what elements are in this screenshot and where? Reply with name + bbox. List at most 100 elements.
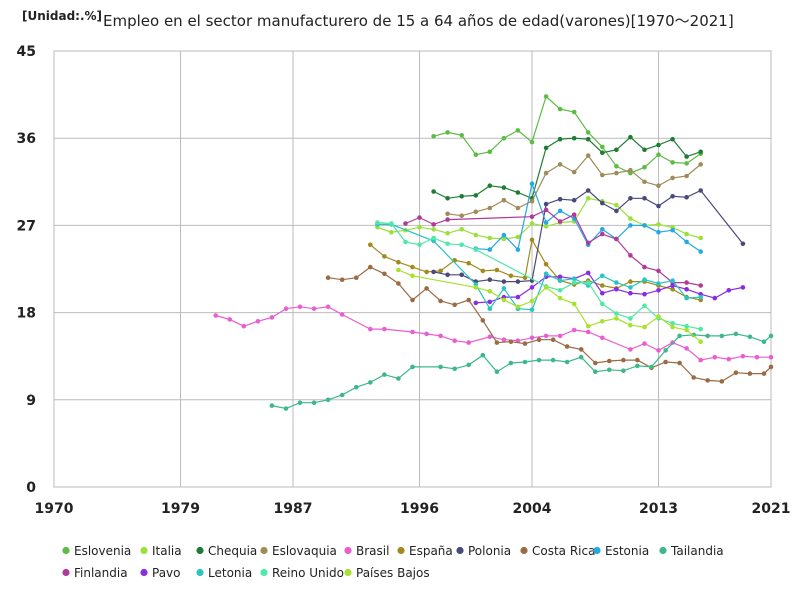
data-point [656,222,661,227]
data-point [269,403,275,408]
data-point [445,241,450,247]
data-point [501,197,507,203]
data-point [557,208,563,214]
legend-item: Eslovaquia [260,544,337,558]
data-point [494,267,500,273]
data-point [578,354,584,360]
legend-label: Eslovenia [74,544,131,558]
legend-item: Costa Rica [520,544,595,558]
data-point [642,324,647,330]
data-point [698,294,703,300]
data-point [396,376,401,381]
legend-marker [397,546,405,555]
legend-label: Estonia [605,544,649,558]
data-point [663,359,668,365]
data-point [691,332,696,338]
legend-label: Tailandia [670,544,724,558]
data-point [445,217,450,222]
data-point [452,366,458,372]
data-point [698,235,703,241]
series-polonia [431,188,746,284]
data-point [368,326,373,332]
data-point [614,208,619,214]
data-point [501,337,507,343]
data-point [417,242,422,248]
legend-label: Finlandia [74,566,128,580]
data-point [487,183,493,188]
data-point [529,307,535,313]
data-point [487,149,493,155]
data-point [283,406,289,411]
data-point [515,128,521,133]
data-point [354,275,359,281]
data-point [431,222,436,227]
data-point [543,94,549,99]
data-point [368,380,373,385]
data-point [410,273,415,279]
data-point [635,357,640,363]
data-point [473,193,479,198]
series-line [377,223,701,311]
data-point [424,269,429,275]
legend-label: Pavo [152,566,181,580]
data-point [487,334,493,340]
data-point [473,209,479,215]
data-point [628,316,633,321]
y-tick-label: 9 [26,393,36,409]
legend-marker [456,546,464,555]
legend-item: Pavo [140,566,181,580]
data-point [487,277,493,283]
data-point [754,354,760,360]
data-point [473,232,479,238]
legend-item: Brasil [344,544,389,558]
data-point [691,375,696,380]
data-point [557,295,563,301]
data-point [585,130,591,135]
y-tick-label: 0 [26,480,36,496]
x-tick-label: 1970 [35,501,74,517]
series-line [433,136,701,200]
data-point [656,314,661,319]
data-point [515,190,521,195]
series-letonia [375,222,703,313]
data-point [670,283,675,288]
data-point [325,275,331,281]
data-point [375,220,380,225]
data-point [410,329,415,335]
data-point [339,392,345,398]
data-point [585,323,591,329]
legend-label: Letonia [208,566,252,580]
legend-marker [62,568,70,577]
data-point [543,224,549,229]
data-point [642,264,647,270]
data-point [536,337,542,343]
legend-item: Reino Unido [260,566,344,580]
data-point [241,323,247,329]
data-point [585,136,591,142]
data-point [768,354,774,360]
data-point [557,278,563,283]
series-line [377,197,701,240]
data-point [431,269,436,275]
legend-marker [260,568,268,577]
data-point [403,239,408,245]
data-point [571,327,577,333]
legend-item: España [397,544,453,558]
data-point [382,271,387,277]
data-point [656,183,661,188]
data-point [473,247,479,252]
series-line [475,272,744,304]
data-point [522,359,528,365]
legend-marker [659,546,667,555]
data-point [698,249,703,254]
data-point [543,333,549,339]
legend-label: Reino Unido [272,566,344,580]
y-axis-ticks: 0 9 18 27 36 45 [17,44,37,496]
data-point [389,229,394,235]
data-point [600,319,605,324]
data-point [382,254,387,259]
legend-marker [140,568,148,577]
data-point [698,357,703,363]
data-point [501,286,507,291]
data-point [600,283,605,288]
